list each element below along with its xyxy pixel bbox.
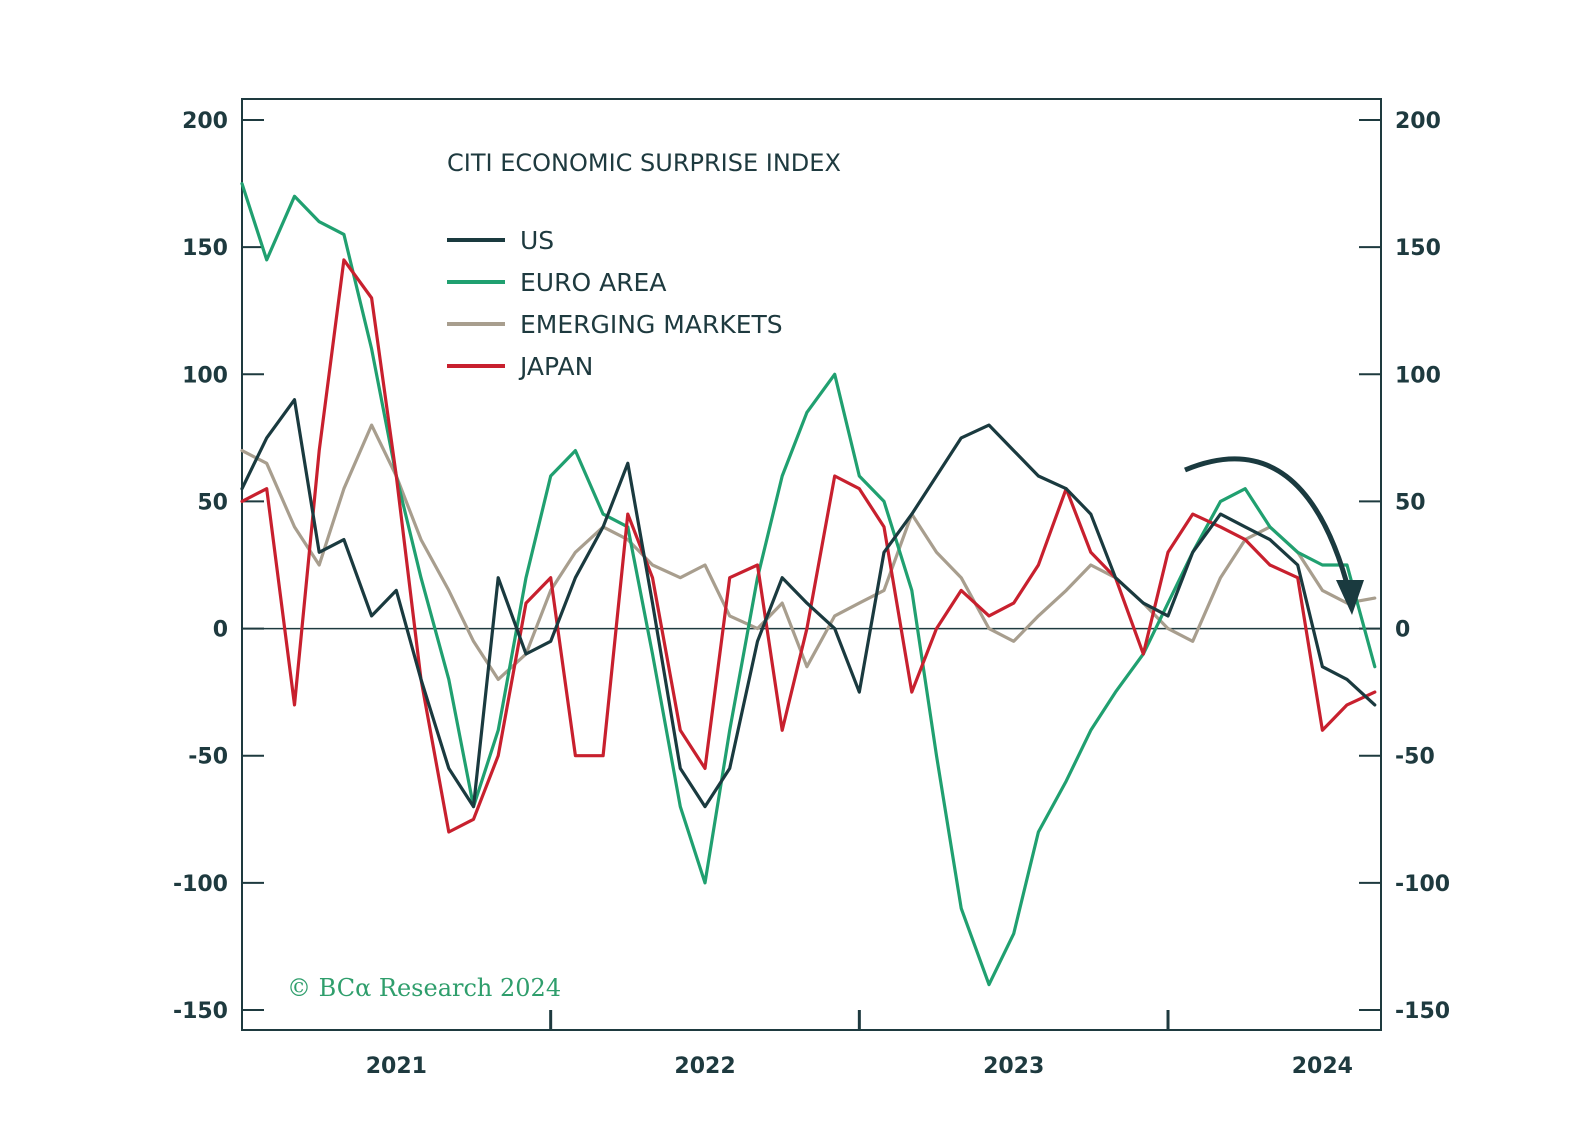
series-line-emerging-markets <box>240 423 1377 682</box>
legend-label: US <box>520 226 554 255</box>
y-tick-label-right: 150 <box>1395 236 1441 261</box>
y-tick-label-left: -100 <box>173 872 228 897</box>
y-tick-label-left: -150 <box>173 999 228 1024</box>
chart-title: CITI ECONOMIC SURPRISE INDEX <box>447 149 841 177</box>
y-tick-label-right: -100 <box>1395 872 1450 897</box>
y-axis: 200 200 150 150 100 100 50 50 0 0 -50 -50 -100 -100 -1… <box>173 109 1450 1024</box>
y-tick-label-right: 100 <box>1395 363 1441 388</box>
y-tick-label-left: -50 <box>188 745 228 770</box>
x-tick-label: 2022 <box>674 1054 735 1079</box>
x-tick-label: 2024 <box>1292 1054 1353 1079</box>
trend-arrow <box>1184 456 1364 615</box>
y-tick-label-left: 150 <box>182 236 228 261</box>
series-line-japan <box>240 258 1377 834</box>
y-tick-label-left: 200 <box>182 109 228 134</box>
x-tick-label: 2023 <box>983 1054 1044 1079</box>
plot-frame <box>241 98 1382 1031</box>
legend: US EURO AREA EMERGING MARKETS JAPAN <box>447 226 783 381</box>
series-line-us <box>240 398 1377 809</box>
y-tick-label-right: 200 <box>1395 109 1441 134</box>
x-tick-label: 2021 <box>366 1054 427 1079</box>
y-tick-label-left: 100 <box>182 363 228 388</box>
legend-label: EURO AREA <box>520 268 666 297</box>
y-tick-label-right: 50 <box>1395 490 1426 515</box>
legend-label: JAPAN <box>518 352 593 381</box>
y-tick-label-right: 0 <box>1395 618 1410 643</box>
x-axis: 2021 2022 2023 2024 <box>366 1010 1353 1079</box>
y-tick-label-right: -150 <box>1395 999 1450 1024</box>
y-tick-label-left: 50 <box>197 490 228 515</box>
series-lines <box>240 182 1377 987</box>
copyright: © BCα Research 2024 <box>287 974 561 1002</box>
series-line-euro-area <box>240 182 1377 987</box>
y-tick-label-right: -50 <box>1395 745 1435 770</box>
legend-label: EMERGING MARKETS <box>520 310 783 339</box>
y-tick-label-left: 0 <box>213 618 228 643</box>
